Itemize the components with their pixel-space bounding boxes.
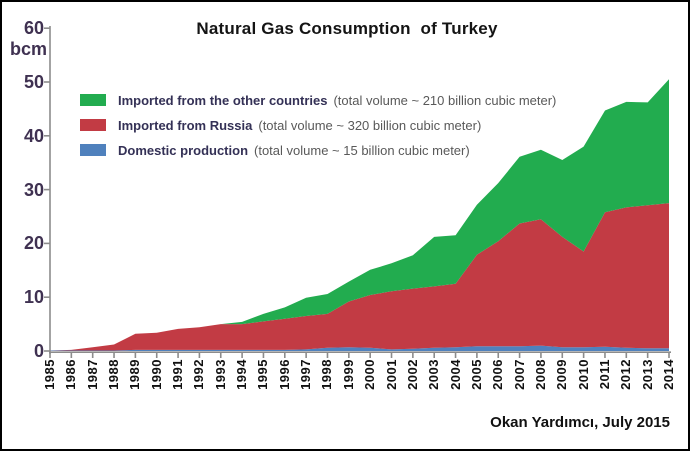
x-axis-year-label: 2000 — [362, 359, 378, 390]
legend-item-russia: Imported from Russia (total volume ~ 320… — [80, 117, 482, 133]
x-axis-year-label: 1997 — [298, 359, 314, 390]
y-axis-tick-label: 50 — [23, 72, 44, 92]
y-axis-tick-label: 60 — [23, 18, 44, 39]
x-axis-year-label: 2014 — [661, 359, 676, 390]
y-axis-tick-label: 0 — [33, 341, 44, 361]
x-axis-year-label: 1992 — [191, 359, 207, 390]
x-axis-year-label: 2006 — [490, 359, 506, 390]
x-axis-year-label: 2004 — [447, 359, 463, 390]
x-axis-year-label: 1985 — [42, 359, 57, 390]
chart-title: Natural Gas Consumption of Turkey — [196, 19, 498, 38]
y-axis-tick-label: 30 — [23, 179, 44, 200]
x-axis-year-label: 1988 — [106, 359, 122, 390]
x-axis-year-label: 2002 — [404, 359, 420, 390]
legend-note: (total volume ~ 320 billion cubic meter) — [258, 117, 482, 133]
y-axis-tick-label: 10 — [23, 287, 44, 308]
legend-label: Imported from the other countries — [118, 92, 328, 108]
x-axis-year-label: 1996 — [276, 359, 292, 390]
y-axis-tick-label: 40 — [23, 125, 44, 146]
x-axis-year-label: 2013 — [639, 359, 655, 390]
x-axis-year-label: 2011 — [596, 359, 612, 390]
x-axis-year-label: 2008 — [532, 359, 548, 390]
legend-label: Domestic production — [118, 142, 249, 158]
x-axis-year-label: 1986 — [63, 359, 79, 390]
legend-note: (total volume ~ 210 billion cubic meter) — [333, 92, 557, 108]
x-axis-year-label: 2009 — [554, 359, 570, 390]
x-axis-year-label: 2005 — [468, 359, 484, 390]
x-axis-year-label: 1993 — [212, 359, 228, 390]
x-axis-year-label: 1994 — [234, 359, 250, 390]
legend-swatch-russia-icon — [80, 119, 106, 131]
y-axis-unit-label: bcm — [10, 39, 48, 59]
area-imported-from-russia — [50, 203, 669, 351]
x-axis-year-label: 1990 — [148, 359, 164, 390]
x-axis-year-label: 1998 — [319, 359, 335, 390]
x-axis-year-label: 2007 — [511, 359, 527, 390]
y-axis-tick-label: 20 — [23, 233, 44, 254]
legend-note: (total volume ~ 15 billion cubic meter) — [254, 142, 470, 158]
x-axis-year-label: 2012 — [618, 359, 634, 390]
x-axis-year-label: 2010 — [575, 359, 591, 390]
x-axis-year-label: 1999 — [340, 359, 356, 390]
area-imported-from-the-other-countries — [50, 79, 669, 351]
x-axis-year-label: 1995 — [255, 359, 271, 390]
legend-item-domestic: Domestic production (total volume ~ 15 b… — [80, 142, 470, 158]
legend-label: Imported from Russia — [118, 117, 253, 133]
x-axis-year-label: 1989 — [127, 359, 143, 390]
legend-swatch-other-countries-icon — [80, 94, 106, 106]
x-axis-year-label: 1987 — [84, 359, 100, 390]
area-domestic-production — [50, 345, 669, 351]
attribution-text: Okan Yardımcı, July 2015 — [490, 414, 670, 431]
x-axis-year-label: 2001 — [383, 359, 399, 390]
x-axis-year-label: 2003 — [426, 359, 442, 390]
legend-item-other-countries: Imported from the other countries (total… — [80, 92, 557, 108]
legend-swatch-domestic-icon — [80, 144, 106, 156]
x-axis-year-label: 1991 — [170, 359, 186, 390]
